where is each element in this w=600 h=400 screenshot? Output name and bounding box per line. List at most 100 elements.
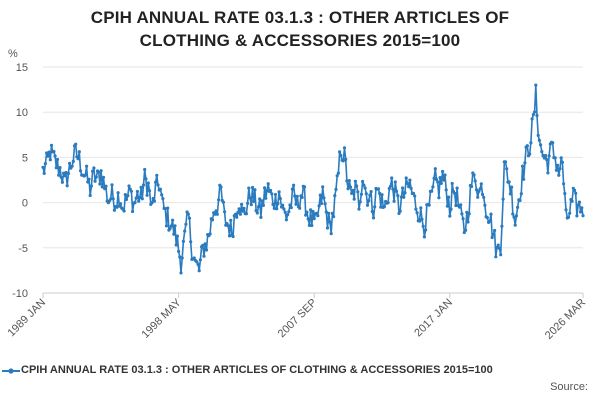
data-point	[270, 192, 274, 196]
data-point	[391, 187, 395, 191]
data-point	[166, 206, 170, 210]
data-point	[368, 193, 372, 197]
data-point	[88, 193, 92, 198]
data-point	[93, 179, 97, 183]
data-point	[57, 173, 61, 177]
data-point	[202, 254, 206, 258]
data-point	[124, 197, 129, 202]
data-point	[253, 188, 257, 192]
data-point	[346, 187, 350, 191]
data-point	[409, 186, 413, 190]
data-point	[103, 187, 107, 191]
data-point	[76, 157, 80, 161]
data-point	[158, 187, 162, 191]
data-point	[386, 201, 390, 205]
data-point	[362, 183, 366, 187]
data-point	[310, 223, 314, 228]
data-point	[358, 200, 362, 204]
data-point	[255, 211, 259, 215]
chart-title: CPIH ANNUAL RATE 03.1.3 : OTHER ARTICLES…	[0, 6, 600, 52]
data-point	[146, 181, 150, 185]
data-point	[507, 180, 511, 184]
data-point	[522, 177, 526, 181]
data-point	[174, 243, 178, 247]
data-point	[554, 168, 559, 172]
data-point	[402, 195, 406, 199]
data-point	[470, 184, 474, 189]
data-point	[396, 194, 400, 198]
data-point	[271, 202, 275, 206]
data-point	[115, 205, 119, 209]
data-point	[173, 224, 177, 228]
data-point	[413, 194, 417, 198]
data-point	[284, 218, 288, 222]
data-point	[474, 188, 479, 192]
data-point	[55, 157, 60, 162]
data-point	[437, 196, 441, 200]
data-point	[104, 184, 108, 188]
data-point	[231, 234, 235, 239]
data-point	[436, 180, 440, 184]
data-point	[62, 171, 66, 175]
chart-title-line-2: CLOTHING & ACCESSORIES 2015=100	[139, 31, 461, 50]
y-tick-label: 0	[22, 198, 28, 210]
data-point	[338, 150, 342, 154]
data-point	[424, 228, 428, 232]
data-point	[286, 213, 290, 217]
data-point	[198, 258, 202, 262]
data-point	[87, 177, 91, 181]
data-point	[246, 201, 250, 205]
data-point	[110, 183, 114, 187]
data-point	[264, 196, 268, 200]
data-point	[139, 185, 143, 189]
data-point	[59, 175, 63, 179]
data-point	[334, 187, 338, 191]
data-point	[557, 173, 561, 177]
data-point	[541, 153, 545, 158]
data-point	[357, 207, 361, 211]
series-line	[42, 84, 584, 274]
data-point	[559, 156, 563, 160]
data-point	[323, 202, 327, 206]
chart-legend[interactable]: CPIH ANNUAL RATE 03.1.3 : OTHER ARTICLES…	[0, 362, 600, 380]
data-point	[254, 209, 258, 213]
data-point	[43, 162, 48, 166]
data-point	[94, 175, 98, 179]
data-point	[430, 189, 434, 193]
data-point	[382, 205, 386, 209]
data-point	[150, 201, 154, 205]
data-point	[131, 209, 135, 214]
data-point	[322, 196, 326, 200]
data-point	[86, 180, 90, 184]
data-point	[455, 186, 459, 190]
data-point	[287, 210, 291, 214]
data-point	[41, 165, 45, 169]
data-point	[500, 224, 504, 228]
data-point	[576, 203, 580, 207]
data-point	[345, 179, 349, 183]
data-point	[501, 197, 505, 201]
data-point	[411, 191, 416, 195]
data-point	[534, 83, 538, 87]
x-tick-label: 2007 SEP	[276, 297, 320, 341]
data-point	[473, 179, 477, 183]
data-point	[529, 141, 533, 145]
data-point	[292, 183, 296, 187]
data-point	[405, 181, 409, 185]
data-point	[454, 203, 458, 208]
y-tick-label: -10	[12, 288, 28, 300]
source-label: Source:	[550, 381, 588, 393]
data-point	[540, 150, 544, 154]
data-point	[449, 207, 453, 211]
data-point	[459, 203, 463, 207]
data-point	[572, 188, 577, 192]
data-point	[290, 187, 294, 191]
data-point	[347, 179, 351, 183]
data-point	[100, 185, 104, 189]
data-point	[363, 186, 367, 190]
data-point	[319, 201, 324, 206]
data-point	[369, 190, 373, 194]
data-point	[71, 159, 75, 163]
data-point	[403, 191, 407, 195]
data-point	[97, 170, 101, 174]
